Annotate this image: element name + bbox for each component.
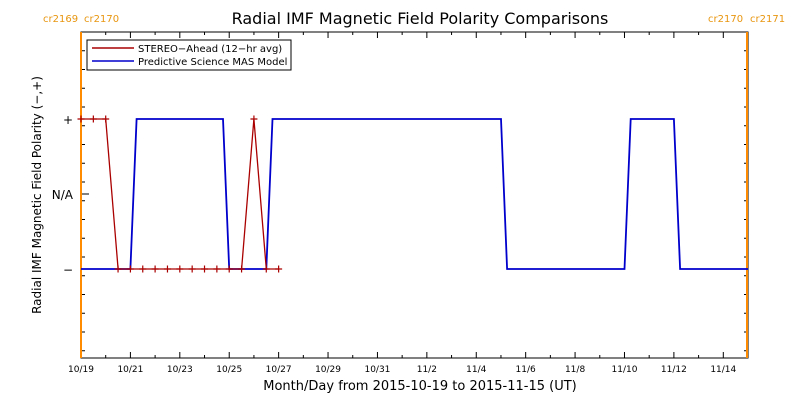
- y-tick-label: −: [63, 263, 73, 277]
- x-tick-label: 10/23: [167, 365, 193, 375]
- carrington-left-a: cr2169: [43, 14, 78, 25]
- stereo-data-point: [213, 265, 221, 273]
- stereo-data-point: [151, 265, 159, 273]
- stereo-data-point: [89, 115, 97, 123]
- x-tick-label: 11/14: [710, 365, 736, 375]
- stereo-data-point: [77, 115, 85, 123]
- chart-title: Radial IMF Magnetic Field Polarity Compa…: [232, 9, 609, 28]
- plot-area: 10/19 10/21 10/23 10/25 10/27 10/29 10/31 11/2 1…: [52, 31, 749, 375]
- stereo-data-point: [176, 265, 184, 273]
- plot-frame: [80, 31, 749, 359]
- x-tick-label: 10/21: [117, 365, 143, 375]
- stereo-data-point: [275, 265, 283, 273]
- legend-label-mas: Predictive Science MAS Model: [138, 57, 287, 68]
- series-line-mas: [81, 118, 748, 270]
- carrington-right-b: cr2171: [750, 14, 785, 25]
- x-tick-label: 11/8: [565, 365, 585, 375]
- x-tick-label: 10/31: [364, 365, 390, 375]
- x-tick-label: 11/6: [516, 365, 536, 375]
- stereo-data-point: [250, 115, 258, 123]
- stereo-data-point: [114, 265, 122, 273]
- stereo-data-point: [238, 265, 246, 273]
- y-axis-label: Radial IMF Magnetic Field Polarity (−,+): [30, 76, 44, 314]
- stereo-data-point: [102, 115, 110, 123]
- legend-box: [86, 39, 292, 71]
- x-tick-label: 11/2: [417, 365, 437, 375]
- series-line-stereo: [81, 118, 279, 270]
- stereo-data-point: [225, 265, 233, 273]
- legend: STEREO−Ahead (12−hr avg) Predictive Scie…: [86, 39, 292, 71]
- x-tick-label: 11/4: [466, 365, 486, 375]
- x-tick-label: 10/19: [68, 365, 94, 375]
- stereo-data-point: [126, 265, 134, 273]
- x-tick-label: 11/12: [661, 365, 687, 375]
- x-axis-label: Month/Day from 2015-10-19 to 2015-11-15 …: [263, 379, 576, 394]
- y-tick-label: +: [63, 113, 73, 127]
- carrington-left-b: cr2170: [84, 14, 119, 25]
- x-tick-label: 10/25: [216, 365, 242, 375]
- y-tick-label: N/A: [52, 188, 74, 202]
- carrington-right-a: cr2170: [708, 14, 743, 25]
- x-tick-label: 10/27: [266, 365, 292, 375]
- stereo-data-point: [188, 265, 196, 273]
- stereo-data-point: [163, 265, 171, 273]
- stereo-data-point: [201, 265, 209, 273]
- stereo-data-point: [262, 265, 270, 273]
- stereo-data-point: [139, 265, 147, 273]
- x-tick-label: 11/10: [612, 365, 638, 375]
- x-tick-label: 10/29: [315, 365, 341, 375]
- legend-label-stereo: STEREO−Ahead (12−hr avg): [138, 44, 282, 55]
